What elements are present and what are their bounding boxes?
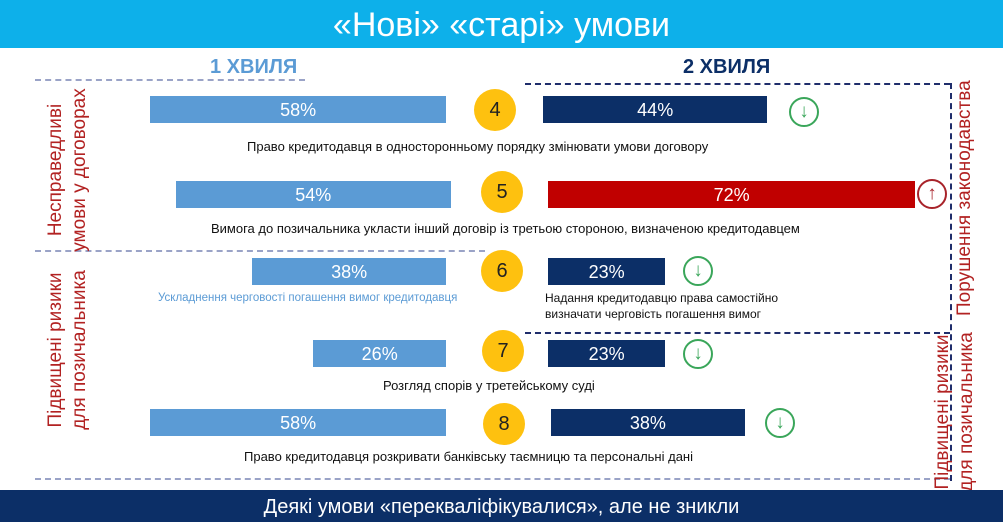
divider-top-left — [35, 79, 305, 81]
side-label-line: умови у договорах — [69, 88, 90, 252]
bar-wave2-row7: 23% — [548, 340, 666, 367]
divider-mid-left — [35, 250, 485, 252]
caption-row8: Право кредитодавця розкривати банківську… — [244, 449, 693, 464]
wave-2-header: 2 ХВИЛЯ — [683, 56, 771, 78]
row-number-8: 8 — [483, 403, 525, 445]
caption-row4: Право кредитодавця в односторонньому пор… — [247, 139, 709, 154]
bar-wave1-row4: 58% — [150, 96, 446, 123]
divider-vertical-right — [950, 83, 952, 481]
side-label-line: Несправедливі — [45, 103, 66, 237]
bar-wave1-row6: 38% — [252, 258, 446, 285]
side-label-line: для позичальника — [69, 270, 90, 430]
caption-line: Надання кредитодавцю права самостійно — [545, 291, 779, 305]
caption-line: визначати черговість погашення вимог — [545, 307, 762, 321]
caption-row6-wave2: Надання кредитодавцю права самостійно ви… — [545, 290, 778, 322]
bar-wave2-row6: 23% — [548, 258, 666, 285]
side-label-line: Підвищені ризики — [932, 334, 953, 490]
bar-wave1-row8: 58% — [150, 409, 446, 436]
bar-wave2-row8: 38% — [551, 409, 745, 436]
arrow-down-icon: ↓ — [789, 97, 819, 127]
row-number-5: 5 — [481, 171, 523, 213]
row-number-6: 6 — [481, 250, 523, 292]
side-label-law-violation: Порушення законодавства — [954, 80, 975, 316]
row-number-7: 7 — [482, 330, 524, 372]
caption-row5: Вимога до позичальника укласти інший дог… — [211, 221, 800, 236]
arrow-down-icon: ↓ — [683, 256, 713, 286]
divider-bottom — [35, 478, 950, 480]
side-label-line: для позичальника — [956, 332, 977, 492]
arrow-down-icon: ↓ — [765, 408, 795, 438]
side-label-line: Підвищені ризики — [45, 272, 66, 428]
caption-row6-wave1: Ускладнення черговості погашення вимог к… — [158, 292, 458, 304]
divider-top-right — [525, 83, 950, 85]
bar-wave2-row4: 44% — [543, 96, 768, 123]
arrow-down-icon: ↓ — [683, 339, 713, 369]
bar-wave1-row7: 26% — [313, 340, 446, 367]
side-label-unfair-terms: Несправедливі умови у договорах — [44, 70, 92, 270]
row-number-4: 4 — [474, 89, 516, 131]
side-label-risks-left: Підвищені ризики для позичальника — [44, 250, 92, 450]
caption-row7: Розгляд спорів у третейському суді — [383, 378, 595, 393]
bar-wave2-row5: 72% — [548, 181, 916, 208]
side-label-risks-right: Підвищені ризики для позичальника — [931, 312, 979, 512]
arrow-up-icon: ↑ — [917, 179, 947, 209]
divider-mid-right — [525, 332, 950, 334]
footer-banner: Деякі умови «перекваліфікувалися», але н… — [0, 490, 1003, 522]
bar-wave1-row5: 54% — [175, 181, 451, 208]
wave-1-header: 1 ХВИЛЯ — [210, 56, 298, 78]
page-title: «Нові» «старі» умови — [0, 0, 1003, 48]
